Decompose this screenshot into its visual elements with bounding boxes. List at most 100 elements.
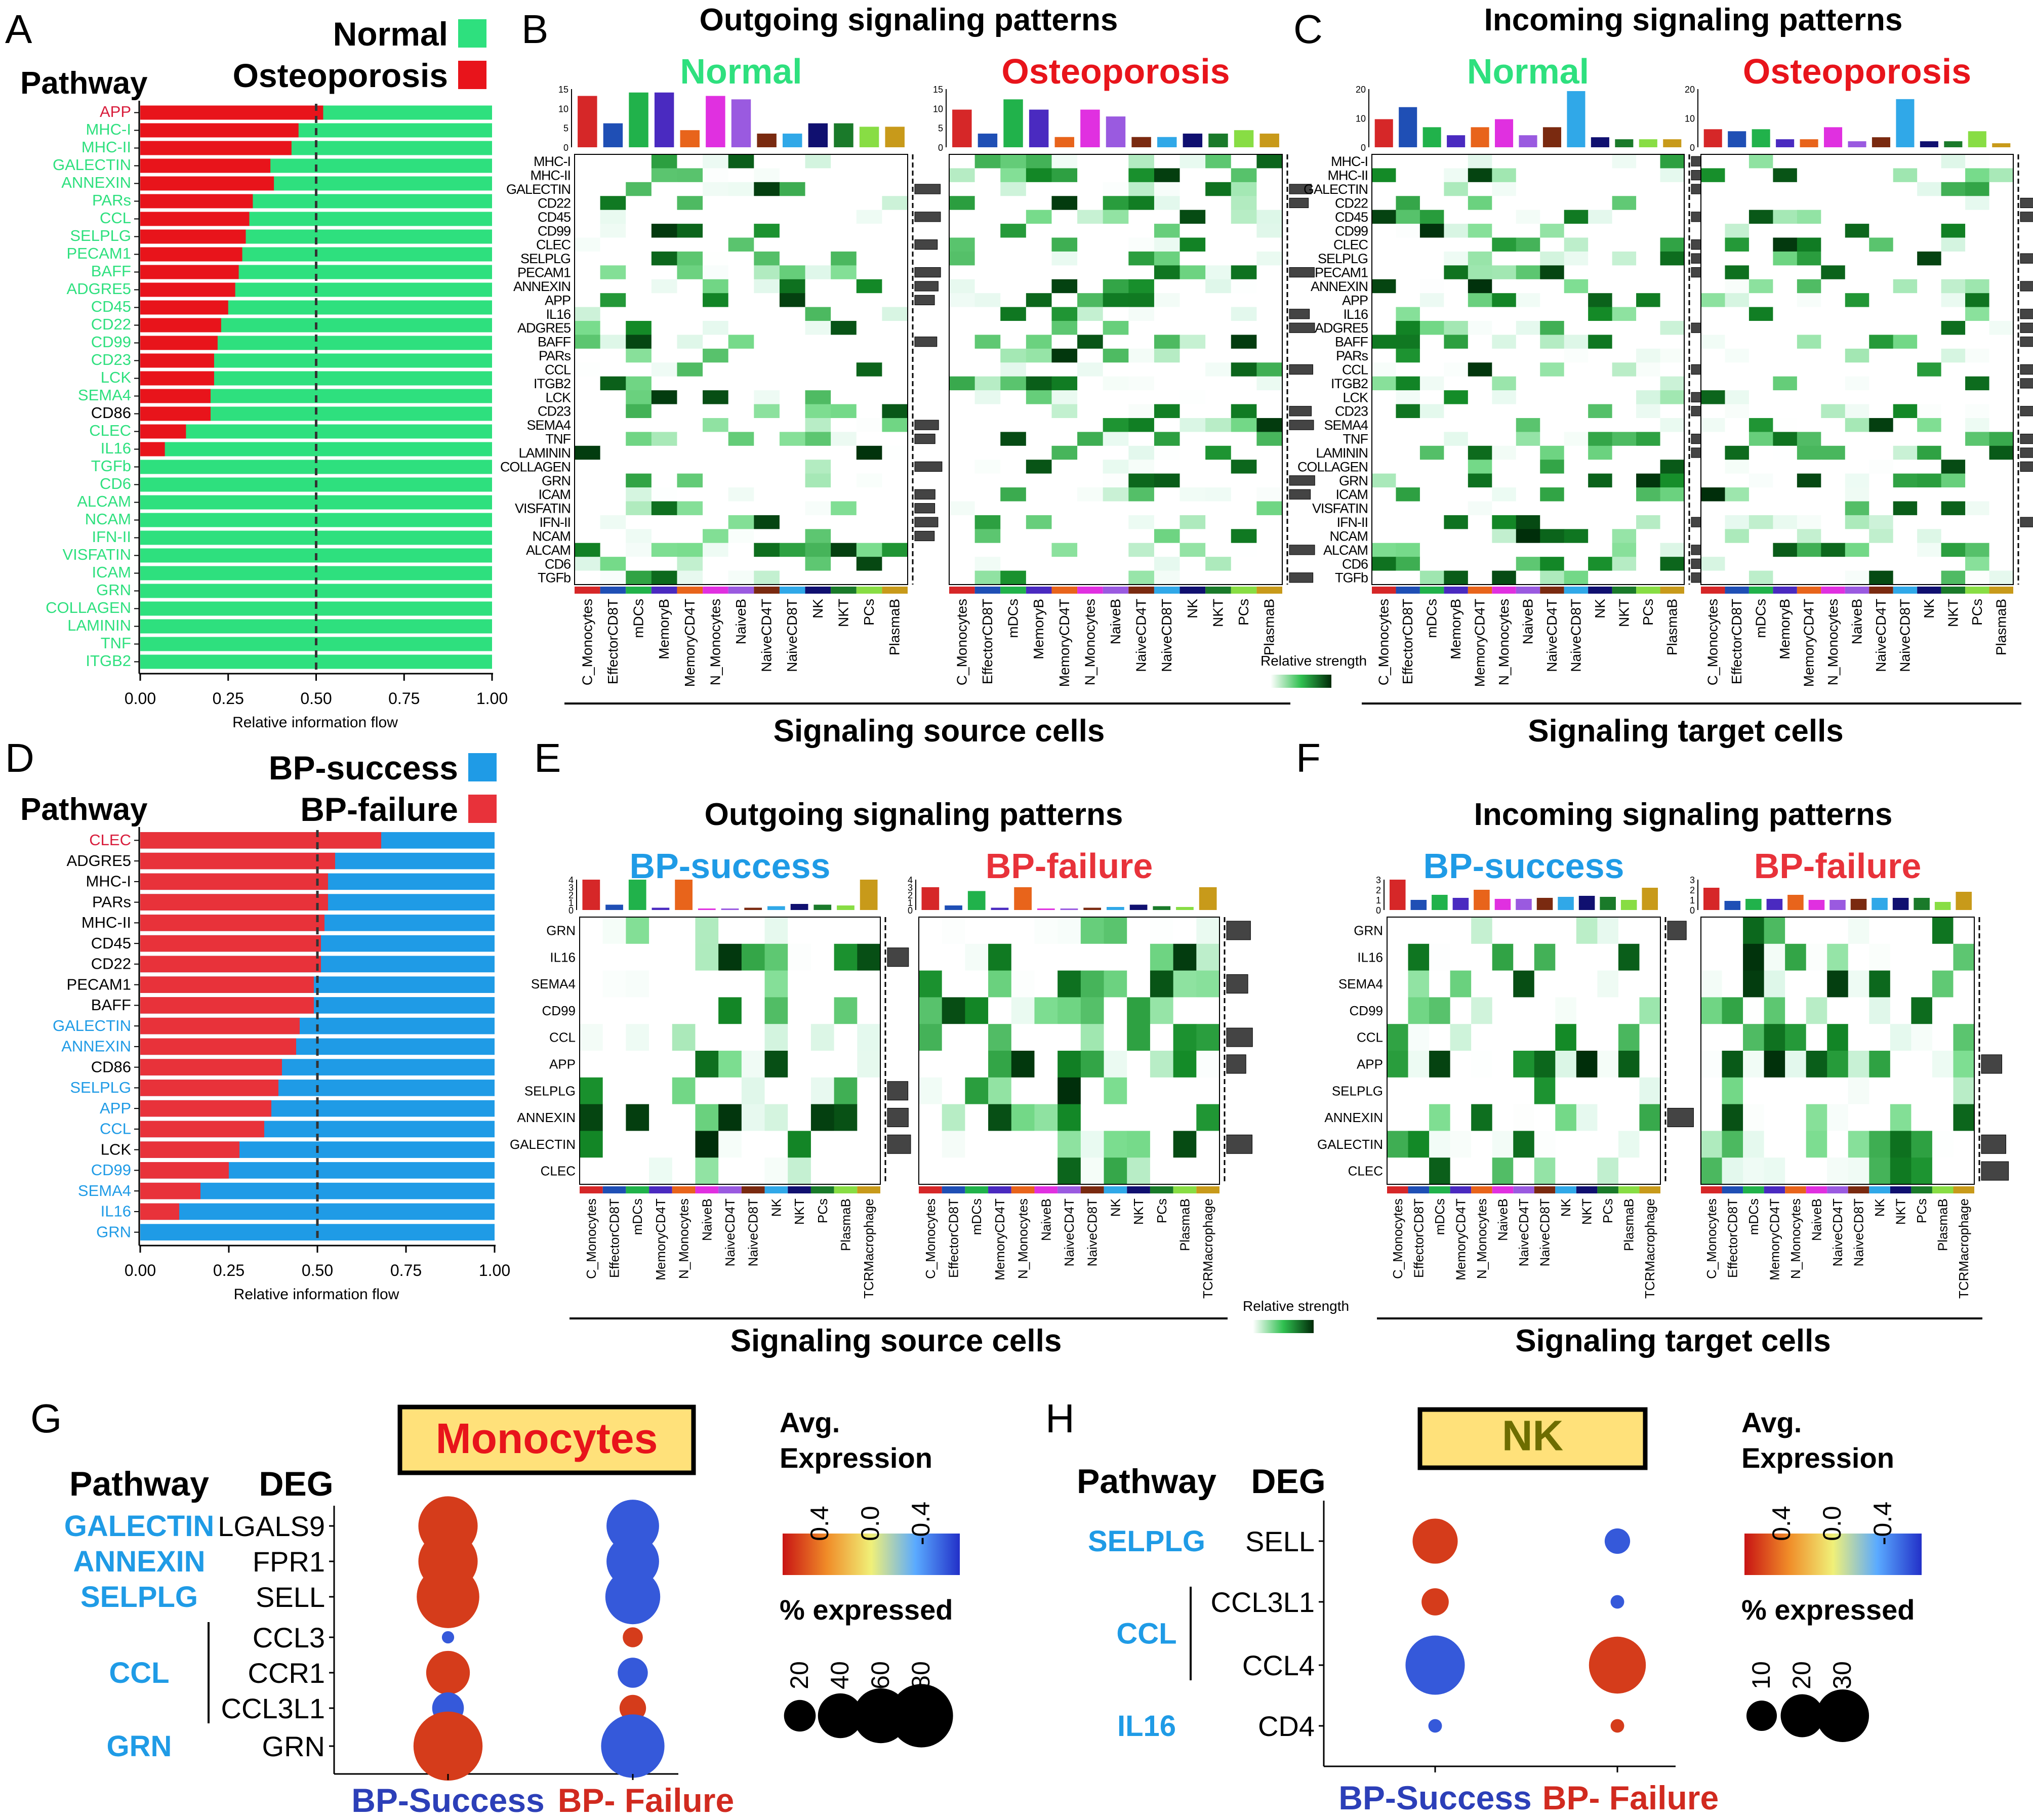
- heatmap-cell: [1564, 307, 1589, 321]
- heatmap-cell: [1722, 1131, 1743, 1158]
- heatmap-cell: [1231, 460, 1257, 474]
- heatmap-cell: [754, 362, 780, 377]
- heatmap-cell: [1821, 154, 1846, 169]
- heatmap-cell: [1773, 432, 1798, 446]
- column-color: [1941, 587, 1966, 594]
- top-bar: [1663, 139, 1682, 147]
- heatmap-cell: [703, 570, 729, 585]
- group-label: BP- Failure: [1542, 1779, 1719, 1816]
- heatmap-cell: [882, 237, 908, 252]
- heatmap-cell: [1000, 557, 1027, 571]
- heatmap-cell: [856, 279, 882, 294]
- heatmap-title: Incoming signaling patterns: [1484, 3, 1903, 37]
- column-label: NaiveCD4T: [759, 599, 775, 672]
- heatmap-cell: [1639, 1024, 1661, 1051]
- heatmap-cell: [1932, 943, 1954, 971]
- heatmap-cell: [1011, 1077, 1035, 1105]
- heatmap-cell: [580, 1051, 603, 1078]
- heatmap-cell: [1444, 168, 1469, 183]
- heatmap-cell: [1612, 348, 1637, 363]
- heatmap-cell: [1845, 279, 1869, 294]
- heatmap-cell: [1989, 362, 2014, 377]
- row-label: MHC-II: [1328, 168, 1368, 183]
- heatmap-cell: [1965, 445, 1990, 460]
- heatmap-cell: [1639, 1077, 1661, 1105]
- heatmap-cell: [1429, 943, 1451, 971]
- heatmap-cell: [1468, 432, 1492, 446]
- heatmap-cell: [677, 196, 703, 211]
- heatmap-cell: [1749, 529, 1773, 544]
- heatmap-cell: [805, 460, 831, 474]
- heatmap-cell: [949, 265, 975, 280]
- heatmap-cell: [1051, 210, 1078, 224]
- heatmap-cell: [1869, 529, 1894, 544]
- heatmap-cell: [1636, 515, 1661, 529]
- heatmap-cell: [1989, 487, 2014, 502]
- heatmap-cell: [1893, 418, 1918, 432]
- top-bar-tick: 20: [1356, 85, 1366, 95]
- heatmap-cell: [1636, 543, 1661, 557]
- heatmap-cell: [626, 1131, 649, 1158]
- side-bar: [1289, 420, 1314, 430]
- dot: [619, 1694, 646, 1722]
- heatmap-cell: [1128, 224, 1155, 238]
- row-label: GRN: [546, 923, 576, 938]
- heatmap-cell: [728, 570, 754, 585]
- heatmap-cell: [919, 1024, 943, 1051]
- column-color: [1150, 1186, 1173, 1193]
- top-bar: [1080, 109, 1100, 147]
- column-color: [1785, 1186, 1806, 1193]
- legend-pct-tick: 30: [1828, 1661, 1856, 1689]
- heatmap-cell: [677, 321, 703, 336]
- heatmap-cell: [703, 529, 729, 544]
- heatmap-cell: [1725, 557, 1750, 571]
- heatmap-cell: [1827, 1051, 1849, 1078]
- column-color: [1196, 1186, 1219, 1193]
- heatmap-cell: [1000, 307, 1027, 321]
- heatmap-cell: [949, 307, 975, 321]
- row-label: CCL: [1357, 1030, 1383, 1045]
- heatmap-cell: [1722, 997, 1743, 1024]
- heatmap-cell: [1749, 307, 1773, 321]
- heatmap-cell: [1941, 293, 1966, 308]
- heatmap-cell: [1396, 265, 1420, 280]
- heatmap-cell: [1893, 515, 1918, 529]
- heatmap-cell: [1953, 1131, 1975, 1158]
- heatmap-cell: [805, 390, 831, 405]
- heatmap-cell: [805, 210, 831, 224]
- heatmap-cell: [1845, 348, 1869, 363]
- column-color: [1180, 587, 1206, 594]
- heatmap-cell: [1725, 376, 1750, 391]
- heatmap-cell: [1026, 307, 1052, 321]
- heatmap-cell: [580, 997, 603, 1024]
- heatmap-cell: [1917, 515, 1942, 529]
- heatmap-cell: [1564, 487, 1589, 502]
- x-axis-title: Relative information flow: [232, 714, 398, 731]
- heatmap-cell: [1540, 570, 1565, 585]
- top-bar-tick: 5: [938, 123, 943, 134]
- heatmap-cell: [1128, 487, 1155, 502]
- heatmap-cell: [626, 154, 652, 169]
- heatmap-cell: [575, 279, 601, 294]
- heatmap-cell: [779, 390, 806, 405]
- heatmap-cell: [1080, 917, 1105, 944]
- heatmap-cell: [1773, 362, 1798, 377]
- heatmap-cell: [1468, 182, 1492, 196]
- category-label: CD23: [91, 351, 131, 368]
- top-bar: [1829, 900, 1846, 910]
- heatmap-cell: [1540, 168, 1565, 183]
- side-bar: [1226, 1027, 1253, 1047]
- column-label: NK: [1558, 1198, 1573, 1217]
- heatmap-cell: [1128, 570, 1155, 585]
- heatmap-cell: [1387, 917, 1409, 944]
- heatmap-cell: [672, 1024, 696, 1051]
- column-color: [1588, 587, 1612, 594]
- top-bar: [1920, 141, 1938, 147]
- column-label: NaiveCD8T: [1568, 599, 1583, 672]
- heatmap-cell: [1743, 1024, 1765, 1051]
- heatmap-cell: [1749, 390, 1773, 405]
- column-label: EffectorCD8T: [946, 1198, 961, 1278]
- heatmap-cell: [1773, 515, 1798, 529]
- column-label: N_Monocytes: [1825, 599, 1841, 685]
- column-label: EffectorCD8T: [605, 599, 621, 684]
